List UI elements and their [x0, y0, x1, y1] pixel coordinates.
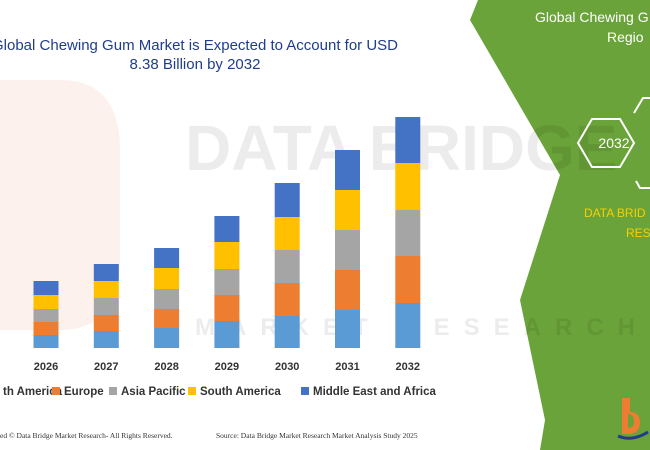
- x-tick-label: 2031: [335, 361, 359, 373]
- x-tick-label: 2027: [94, 361, 118, 373]
- bar-plot-area: [33, 117, 421, 348]
- bar-segment-2031-4: [335, 150, 360, 190]
- bar-segment-2032-2: [395, 210, 421, 256]
- bar-segment-2031-2: [335, 230, 360, 270]
- side-panel-title-line2: Regio: [607, 29, 644, 45]
- legend-label-3: South America: [200, 386, 281, 398]
- legend-label-2: Asia Pacific: [121, 386, 186, 398]
- x-tick-label: 2030: [275, 361, 299, 373]
- side-panel-background: [470, 0, 650, 450]
- bar-segment-2031-3: [335, 190, 360, 230]
- legend-swatch-3: [188, 387, 196, 395]
- watermark-line2: MARKET RESEARCH: [195, 314, 649, 341]
- bar-segment-2028-4: [154, 248, 180, 268]
- bar-segment-2030-0: [274, 316, 300, 348]
- x-tick-label: 2026: [34, 361, 58, 373]
- x-tick-label: 2029: [215, 361, 239, 373]
- bar-segment-2027-3: [93, 281, 119, 298]
- bar-segment-2030-2: [274, 250, 300, 283]
- legend-swatch-4: [301, 387, 309, 395]
- year-hexagon: [576, 118, 636, 168]
- legend-swatch-2: [109, 387, 117, 395]
- hexagon-decoration-lower: [635, 180, 650, 189]
- bar-segment-2029-2: [214, 269, 240, 295]
- footer-source: Source: Data Bridge Market Research Mark…: [216, 431, 418, 440]
- bar-segment-2026-2: [33, 309, 59, 322]
- bar-segment-2026-1: [33, 322, 59, 335]
- legend-label-4: Middle East and Africa: [313, 386, 437, 398]
- bar-segment-2027-0: [93, 331, 119, 348]
- bar-segment-2030-3: [274, 217, 300, 250]
- bar-segment-2028-1: [154, 309, 180, 328]
- legend-label-0: th America: [3, 386, 63, 398]
- bar-segment-2027-2: [93, 298, 119, 315]
- bar-segment-2026-3: [33, 295, 59, 309]
- data-bridge-logo-icon: [617, 398, 649, 440]
- side-panel-title-line1: Global Chewing G: [535, 9, 649, 25]
- x-axis-ticks: 2026 2027 2028 2029 2030 2031 2032: [34, 361, 420, 373]
- bar-segment-2030-1: [274, 283, 300, 316]
- bar-segment-2026-4: [33, 281, 59, 295]
- hexagon-decoration: [633, 97, 650, 114]
- bar-segment-2028-3: [154, 268, 180, 289]
- side-panel-brand-line1: DATA BRID: [584, 206, 646, 220]
- bar-segment-2029-3: [214, 242, 240, 269]
- legend: th America Europe Asia Pacific South Americ…: [3, 386, 437, 398]
- bar-segment-2029-4: [214, 216, 240, 242]
- bar-segment-2027-1: [93, 315, 119, 331]
- watermark-logo-shape: [0, 80, 120, 330]
- chart-title-line1: Global Chewing Gum Market is Expected to…: [0, 37, 398, 54]
- x-tick-label: 2028: [154, 361, 178, 373]
- bar-segment-2030-4: [274, 183, 300, 217]
- bar-segment-2032-1: [395, 256, 421, 303]
- bar-segment-2028-2: [154, 289, 180, 309]
- bar-segment-2029-1: [214, 295, 240, 321]
- bar-segment-2029-0: [214, 321, 240, 348]
- side-panel-brand-line2: RES: [626, 226, 650, 240]
- bar-segment-2032-3: [395, 163, 421, 210]
- x-tick-label: 2032: [396, 361, 420, 373]
- bar-segment-2032-0: [395, 303, 421, 348]
- legend-label-1: Europe: [64, 386, 104, 398]
- bar-segment-2031-1: [335, 270, 360, 310]
- hex-year-label: 2032: [598, 135, 629, 151]
- bar-segment-2032-4: [395, 117, 421, 163]
- bar-segment-2026-0: [33, 335, 59, 348]
- bar-segment-2028-0: [154, 328, 180, 348]
- bar-segment-2031-0: [335, 310, 360, 348]
- footer-copyright: ed © Data Bridge Market Research- All Ri…: [0, 431, 173, 440]
- bar-segment-2027-4: [93, 264, 119, 281]
- chart-title-line2: 8.38 Billion by 2032: [130, 56, 261, 73]
- legend-swatch-1: [52, 387, 60, 395]
